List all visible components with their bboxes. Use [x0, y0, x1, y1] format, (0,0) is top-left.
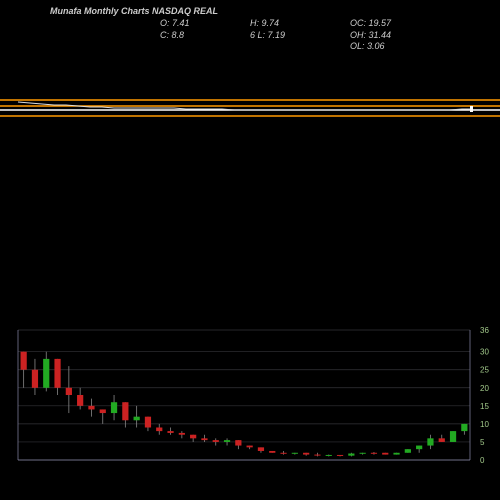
svg-text:15: 15	[480, 402, 489, 411]
svg-text:5: 5	[480, 438, 485, 447]
svg-text:30: 30	[480, 348, 489, 357]
svg-text:20: 20	[480, 384, 489, 393]
stock-chart: Munafa Monthly Charts NASDAQ REAL O: 7.4…	[0, 0, 500, 500]
svg-text:0: 0	[480, 456, 485, 465]
svg-text:36: 36	[480, 326, 489, 335]
svg-text:25: 25	[480, 366, 489, 375]
chart-canvas: 0 5 10 15 20 25 30 36	[0, 0, 500, 500]
svg-text:10: 10	[480, 420, 489, 429]
